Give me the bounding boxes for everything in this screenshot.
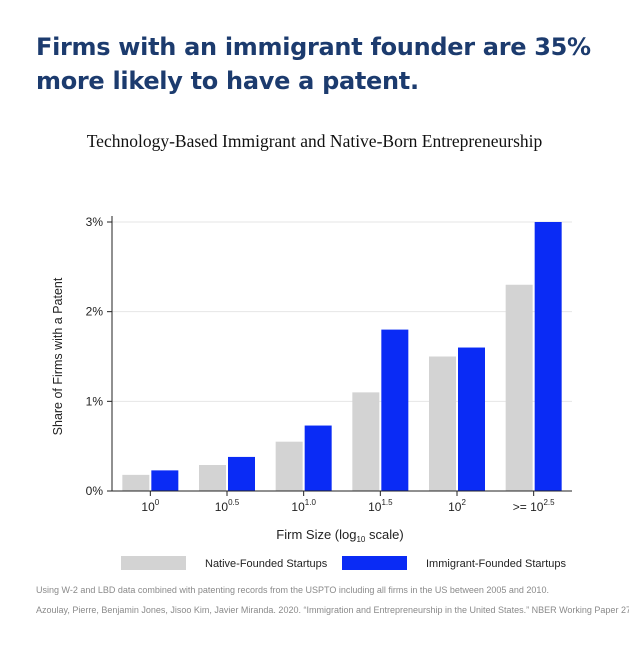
footnote-citation: Azoulay, Pierre, Benjamin Jones, Jisoo K… (36, 605, 629, 615)
x-tick-label: 102 (448, 498, 466, 514)
legend-label-native: Native-Founded Startups (205, 558, 328, 570)
legend-swatch-immigrant (342, 556, 407, 570)
x-tick-label: 101.5 (368, 498, 393, 514)
bar-native (429, 356, 456, 491)
y-tick-label: 1% (86, 394, 104, 408)
bar-immigrant (228, 456, 255, 491)
bar-immigrant (381, 329, 409, 491)
x-tick-label: >= 102.5 (513, 498, 555, 514)
bar-immigrant (304, 425, 332, 491)
bar-immigrant (458, 347, 485, 491)
y-axis-label: Share of Firms with a Patent (51, 277, 65, 435)
bar-native (352, 392, 380, 491)
x-tick-label: 100 (141, 498, 159, 514)
x-axis-label: Firm Size (log10 scale) (276, 527, 403, 544)
bar-native (505, 284, 533, 491)
headline: Firms with an immigrant founder are 35% … (36, 33, 591, 95)
bar-chart: 0% 1% 2% 3% 100 100.5 101.0 101.5 102 >= 102.5 Sha… (51, 215, 572, 570)
y-tick-label: 0% (86, 484, 104, 498)
x-tick-label: 101.0 (291, 498, 316, 514)
bar-native (199, 464, 226, 491)
legend-swatch-native (121, 556, 186, 570)
x-tick-label: 100.5 (215, 498, 240, 514)
bar-native (122, 474, 150, 491)
y-tick-label: 3% (86, 215, 104, 229)
legend-label-immigrant: Immigrant-Founded Startups (426, 558, 567, 570)
chart-title: Technology-Based Immigrant and Native-Bo… (86, 131, 543, 151)
bar-native (275, 441, 303, 491)
bar-immigrant (151, 470, 179, 491)
footnote-data-source: Using W-2 and LBD data combined with pat… (36, 585, 549, 595)
bar-immigrant (534, 222, 562, 491)
y-tick-label: 2% (86, 305, 104, 319)
